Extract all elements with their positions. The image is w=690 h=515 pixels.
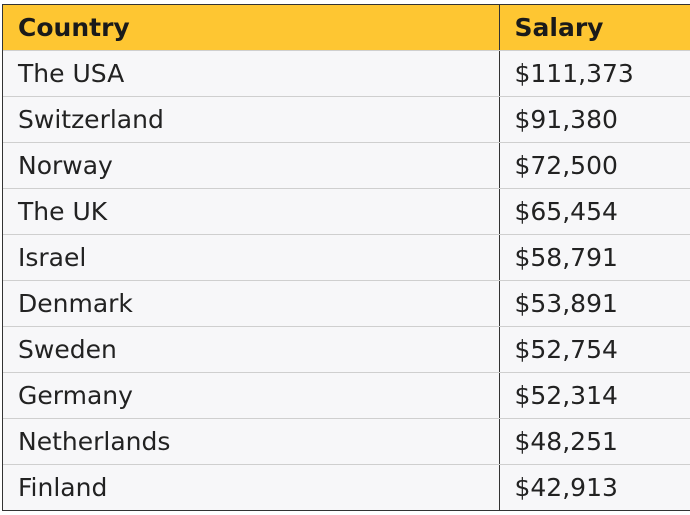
salary-table-container: Country Salary The USA $111,373 Switzerl…	[2, 4, 690, 511]
country-cell: Germany	[3, 372, 499, 419]
table-row: Norway $72,500	[3, 142, 690, 189]
salary-cell: $42,913	[498, 464, 690, 510]
table-row: The UK $65,454	[3, 188, 690, 235]
table-row: Switzerland $91,380	[3, 96, 690, 143]
table-row: Finland $42,913	[3, 464, 690, 510]
country-cell: Norway	[3, 142, 499, 189]
header-country: Country	[3, 5, 499, 51]
salary-cell: $48,251	[498, 418, 690, 465]
table-row: The USA $111,373	[3, 50, 690, 97]
country-cell: The UK	[3, 188, 499, 235]
country-cell: Sweden	[3, 326, 499, 373]
header-row: Country Salary	[3, 5, 690, 51]
salary-table: Country Salary The USA $111,373 Switzerl…	[3, 5, 690, 510]
table-header: Country Salary	[3, 5, 690, 51]
salary-cell: $65,454	[498, 188, 690, 235]
country-cell: Switzerland	[3, 96, 499, 143]
country-cell: Finland	[18, 473, 108, 503]
header-salary: Salary	[498, 5, 690, 51]
salary-cell: $91,380	[498, 96, 690, 143]
salary-cell: $52,754	[498, 326, 690, 373]
table-row: Denmark $53,891	[3, 280, 690, 327]
table-row: Israel $58,791	[3, 234, 690, 281]
salary-cell: $58,791	[498, 234, 690, 281]
country-cell: Netherlands	[3, 418, 499, 465]
salary-cell: $53,891	[498, 280, 690, 327]
table-row: Germany $52,314	[3, 372, 690, 419]
salary-cell: $52,314	[498, 372, 690, 419]
table-row: Sweden $52,754	[3, 326, 690, 373]
country-cell: Israel	[3, 234, 499, 281]
table-row: Netherlands $48,251	[3, 418, 690, 465]
salary-cell: $72,500	[498, 142, 690, 189]
country-cell: Denmark	[3, 280, 499, 327]
table-body: The USA $111,373 Switzerland $91,380 Nor…	[3, 50, 690, 510]
country-cell: The USA	[3, 50, 499, 97]
salary-cell: $111,373	[498, 50, 690, 97]
